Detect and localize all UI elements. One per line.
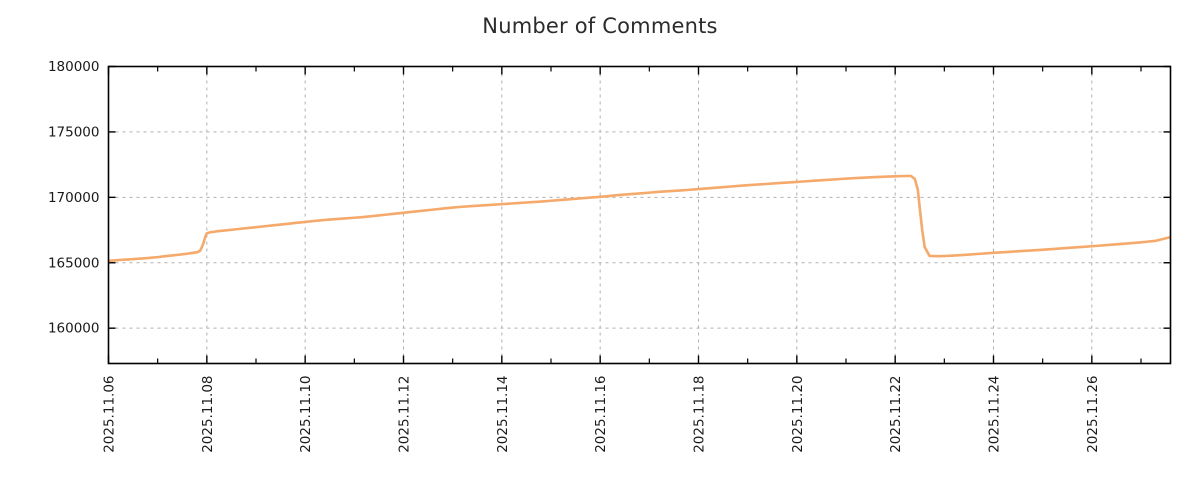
chart-title: Number of Comments xyxy=(482,14,718,38)
x-tick-label: 2025.11.10 xyxy=(298,376,314,453)
data-line-number-of-comments xyxy=(108,174,1171,263)
x-tick-label: 2025.11.08 xyxy=(200,376,216,453)
y-tick-label: 180000 xyxy=(48,59,100,75)
y-tick-label: 165000 xyxy=(48,255,100,271)
x-tick-label: 2025.11.26 xyxy=(1085,376,1101,453)
x-tick-label: 2025.11.12 xyxy=(397,376,413,453)
x-tick-label: 2025.11.14 xyxy=(495,376,511,453)
plot-frame xyxy=(107,65,1172,365)
y-tick-label: 175000 xyxy=(48,124,100,140)
y-tick-label: 170000 xyxy=(48,190,100,206)
y-tick-label: 160000 xyxy=(48,321,100,337)
x-tick-label: 2025.11.16 xyxy=(593,376,609,453)
x-tick-label: 2025.11.24 xyxy=(987,376,1003,453)
x-tick-label: 2025.11.18 xyxy=(692,376,708,453)
x-tick-label: 2025.11.06 xyxy=(102,376,118,453)
x-tick-label: 2025.11.20 xyxy=(790,376,806,453)
x-tick-label: 2025.11.22 xyxy=(888,376,904,453)
